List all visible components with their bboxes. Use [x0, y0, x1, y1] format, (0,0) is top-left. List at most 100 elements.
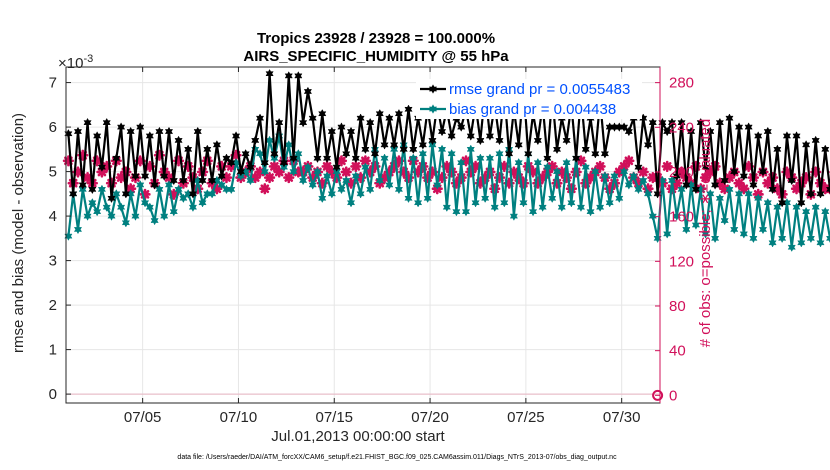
obs-evaluated-point — [259, 183, 271, 195]
rmse-point — [543, 153, 552, 163]
asterisk-arm — [356, 173, 365, 182]
rmse-point — [505, 149, 514, 159]
rmse-point — [514, 140, 523, 150]
rmse-point — [208, 175, 217, 186]
bias-point — [797, 238, 806, 248]
rmse-point — [643, 140, 653, 150]
rmse-point — [619, 122, 629, 132]
rmse-point — [663, 126, 672, 137]
rmse-point — [792, 131, 801, 141]
rmse-point — [802, 140, 811, 150]
bias-point — [720, 215, 729, 226]
x-axis-label: Jul.01,2013 00:00:00 start — [271, 428, 445, 445]
bias-point — [500, 198, 509, 208]
rmse-point — [591, 149, 600, 159]
bias-point — [519, 198, 528, 208]
chart-title-line2: AIRS_SPECIFIC_HUMIDITY @ 55 hPa — [243, 48, 509, 65]
bias-point — [562, 157, 571, 168]
y-tick-label: 0 — [49, 386, 57, 403]
rmse-point — [816, 189, 825, 199]
bias-point — [327, 189, 336, 199]
bias-point — [490, 202, 499, 212]
obs-evaluated-point — [790, 183, 803, 195]
asterisk-arm — [346, 178, 356, 188]
asterisk-arm — [638, 167, 648, 177]
rmse-point — [581, 144, 590, 155]
rmse-point — [155, 126, 164, 137]
obs-evaluated-point — [637, 166, 649, 178]
rmse-point — [179, 175, 188, 186]
asterisk-arm — [164, 173, 174, 182]
rmse-point — [715, 117, 724, 128]
rmse-point — [437, 126, 447, 137]
chart-title-line1: Tropics 23928 / 23928 = 100.000% — [257, 30, 495, 47]
bias-point — [706, 189, 715, 199]
bias-point — [586, 206, 595, 217]
bias-point — [322, 171, 332, 181]
rmse-point — [768, 184, 777, 195]
rmse-point — [811, 135, 820, 146]
bias-point — [600, 171, 610, 181]
x-tick-label: 07/10 — [220, 409, 258, 426]
rmse-point — [730, 166, 739, 177]
rmse-point — [203, 144, 212, 155]
bias-point — [150, 215, 159, 226]
rmse-point — [739, 171, 748, 181]
rmse-point — [825, 184, 830, 195]
bias-point — [380, 153, 389, 163]
rmse-point — [131, 171, 140, 181]
legend-label: bias grand pr = 0.004438 — [449, 101, 616, 118]
rmse-point — [399, 144, 408, 155]
bias-point — [629, 171, 638, 181]
obs-evaluated-point — [594, 160, 606, 172]
rmse-point — [658, 117, 667, 128]
bias-point — [73, 224, 83, 235]
bias-point — [303, 162, 313, 172]
rmse-point — [682, 180, 691, 190]
rmse-point — [409, 144, 418, 155]
rmse-point — [212, 140, 221, 150]
rmse-point — [720, 175, 729, 186]
rmse-point — [667, 117, 677, 128]
rmse-point — [279, 157, 289, 168]
rmse-point — [572, 153, 581, 163]
bias-point — [615, 193, 624, 204]
bias-point — [208, 189, 217, 199]
bias-point — [437, 144, 447, 155]
asterisk-arm — [222, 173, 231, 182]
rmse-point — [552, 144, 562, 155]
legend-marker — [428, 104, 438, 114]
x-tick-label: 07/15 — [315, 409, 353, 426]
bias-point — [342, 175, 351, 186]
rmse-point — [485, 131, 495, 141]
bias-point — [725, 184, 734, 195]
y-tick-label: 3 — [49, 253, 57, 270]
asterisk-arm — [734, 178, 744, 188]
bias-point — [366, 184, 375, 195]
rmse-point — [160, 171, 169, 181]
bias-point — [471, 198, 480, 208]
y-tick-label: 2 — [49, 297, 57, 314]
rmse-point — [164, 126, 174, 137]
rmse-point — [562, 135, 571, 146]
rmse-point — [236, 166, 245, 177]
bias-point — [715, 193, 724, 204]
asterisk-arm — [499, 162, 509, 171]
bias-point — [476, 153, 485, 163]
obs-evaluated-point — [340, 166, 352, 178]
rmse-point — [691, 184, 701, 195]
rmse-point — [303, 86, 313, 97]
rmse-point — [83, 117, 92, 128]
bias-point — [605, 198, 614, 208]
asterisk-arm — [624, 156, 634, 166]
rmse-point — [677, 117, 686, 128]
bias-point — [299, 175, 308, 186]
bias-point — [691, 220, 701, 230]
asterisk-arm — [83, 173, 92, 182]
rmse-point — [797, 198, 806, 208]
rmse-point — [366, 117, 375, 128]
bias-point — [394, 184, 404, 195]
bias-point — [619, 166, 629, 177]
rmse-point — [533, 135, 542, 146]
